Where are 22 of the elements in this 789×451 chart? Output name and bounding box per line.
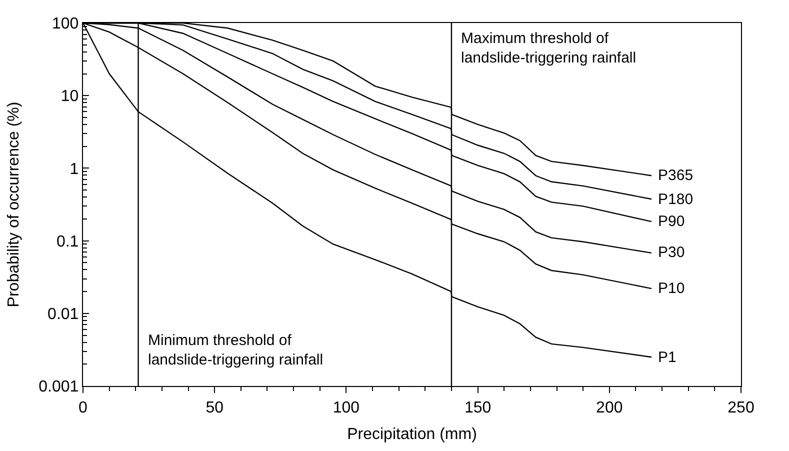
x-tick-label: 0	[78, 399, 88, 416]
x-tick-label: 100	[332, 399, 360, 416]
y-tick-label: 0.001	[38, 378, 79, 396]
y-tick-label: 0.1	[56, 233, 79, 250]
x-tick-label: 200	[596, 399, 623, 416]
y-tick-label: 10	[60, 88, 79, 106]
y-tick-label: 1	[70, 160, 79, 178]
ref-line-label: Maximum threshold of landslide-triggering rainfall	[461, 30, 636, 66]
series-label: P365	[658, 167, 694, 184]
x-tick-label: 50	[206, 399, 224, 416]
y-axis-title: Probability of occurrence (%)	[6, 102, 23, 308]
series-label: P10	[658, 280, 685, 297]
series-label: P30	[658, 244, 685, 261]
ref-line-label: Minimum threshold of landslide-triggering rainfall	[148, 332, 324, 368]
y-tick-label: 0.01	[48, 306, 79, 323]
series-label: P180	[658, 191, 694, 208]
x-tick-label: 150	[464, 399, 492, 416]
x-tick-label: 250	[728, 399, 754, 416]
y-tick-label: 100	[52, 16, 79, 33]
series-label: P90	[658, 213, 685, 230]
series-label: P1	[658, 349, 676, 366]
x-axis-title: Precipitation (mm)	[347, 426, 477, 443]
